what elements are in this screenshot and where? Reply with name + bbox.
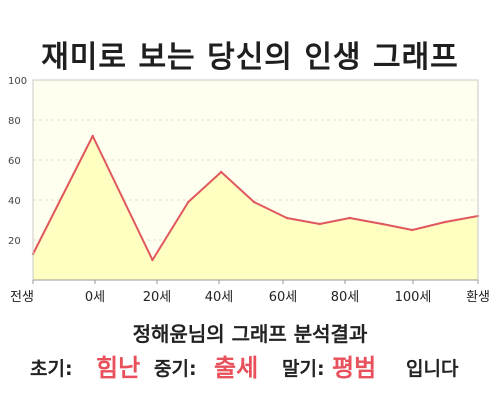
data-point xyxy=(318,222,321,226)
early-period-value: 힘난 xyxy=(96,354,141,382)
data-point xyxy=(411,228,414,232)
early-period-label: 초기: xyxy=(30,358,73,380)
late-period-value: 평범 xyxy=(332,354,377,382)
data-point xyxy=(443,220,447,224)
x-tick-label: 80세 xyxy=(331,290,360,305)
x-tick-label: 0세 xyxy=(85,290,105,305)
data-point xyxy=(348,216,351,220)
y-tick-label: 100 xyxy=(8,76,27,87)
data-point xyxy=(381,222,384,226)
x-tick-label: 전생 xyxy=(10,290,34,305)
x-tick-label: 60세 xyxy=(269,290,298,305)
data-point xyxy=(285,216,289,220)
x-tick-label: 20세 xyxy=(143,290,172,305)
data-point xyxy=(151,258,154,262)
middle-period-label: 중기: xyxy=(154,358,197,380)
x-tick-label: 40세 xyxy=(205,290,234,305)
x-tick-label: 100세 xyxy=(395,290,432,305)
y-tick-label: 40 xyxy=(8,196,21,207)
data-point xyxy=(187,200,190,204)
y-tick-label: 20 xyxy=(8,236,21,247)
analysis-ending: 입니다 xyxy=(406,358,459,380)
analysis-heading: 정해윤님의 그래프 분석결과 xyxy=(132,322,368,346)
chart-title: 재미로 보는 당신의 인생 그래프 xyxy=(41,40,459,75)
analysis-result-row: 초기: 힘난 중기: 출세 말기: 평범 입니다 xyxy=(0,346,500,382)
y-tick-label: 80 xyxy=(8,116,21,127)
x-tick-label: 환생 xyxy=(466,290,490,305)
late-period-label: 말기: xyxy=(282,358,325,380)
data-point xyxy=(252,200,256,204)
data-point xyxy=(91,134,94,138)
middle-period-value: 출세 xyxy=(214,354,259,382)
data-point xyxy=(219,170,223,174)
y-tick-label: 60 xyxy=(8,156,21,167)
